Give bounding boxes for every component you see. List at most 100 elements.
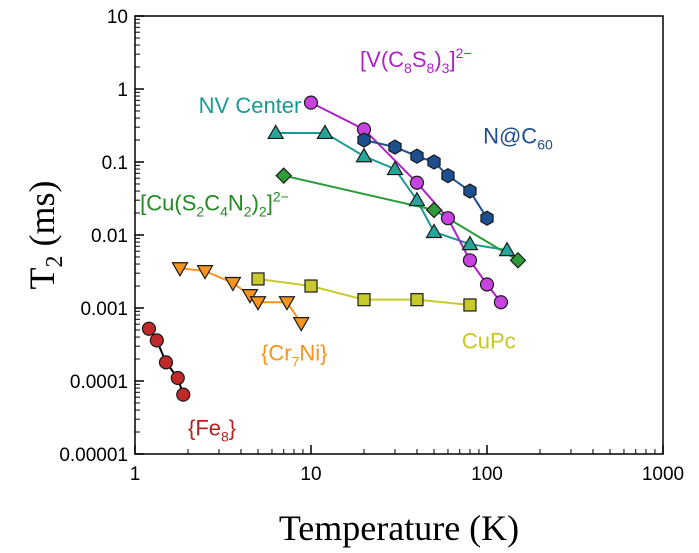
series-label-part: 2: [244, 204, 252, 220]
data-point: [303, 95, 319, 110]
y-tick-label: 1: [117, 80, 128, 101]
y-tick-label: 0.1: [102, 153, 128, 174]
data-point: [463, 183, 477, 199]
data-point: [158, 355, 174, 370]
data-point: [355, 147, 373, 163]
series-label-part: Ni}: [299, 341, 327, 366]
data-point: [408, 191, 426, 207]
x-tick-label: 10: [300, 464, 321, 485]
data-point: [304, 279, 318, 293]
data-point: [509, 251, 527, 269]
y-tick-label: 0.00001: [59, 445, 128, 466]
data-point: [410, 293, 424, 307]
data-point: [278, 296, 296, 311]
data-point: [425, 201, 443, 219]
y-tick-label: 0.0001: [70, 372, 128, 393]
series-line: [179, 267, 303, 324]
data-point: [251, 272, 265, 286]
data-point: [224, 276, 242, 292]
series-label-part: 2−: [456, 45, 472, 61]
axis-tick-labels: 1 10 100 1000 0.00001 0.0001 0.001 0.01 0.1 1 10: [59, 7, 684, 485]
series-label-part: N: [228, 191, 244, 216]
series-label-part: ]: [267, 191, 273, 216]
x-tick-label: 1: [130, 464, 141, 485]
series-label-part: 8: [427, 60, 435, 76]
series-label: [V(C8S8)3]2−: [360, 45, 472, 76]
data-point: [409, 175, 425, 190]
series-label-part: {Fe: [188, 415, 221, 440]
series-label-part: 2: [259, 204, 267, 220]
y-axis-title: T2 (ms): [22, 181, 68, 290]
data-point: [440, 211, 456, 226]
data-point: [479, 277, 495, 292]
series-label-part: 4: [220, 204, 228, 220]
series-label-part: S: [412, 47, 427, 72]
data-point: [427, 154, 441, 170]
data-point: [441, 167, 455, 184]
series-label-part: 7: [292, 354, 300, 370]
plot-frame: [134, 15, 664, 455]
series-label-part: {Cr: [261, 341, 292, 366]
series-label-part: 60: [537, 136, 553, 152]
data-point: [462, 253, 478, 268]
x-axis-title: Temperature (K): [279, 508, 519, 548]
data-point: [386, 160, 404, 176]
series-label-part: C: [204, 191, 220, 216]
x-tick-label: 1000: [642, 464, 684, 485]
data-point: [196, 265, 214, 280]
series-label-part: CuPc: [462, 328, 516, 353]
data-point: [425, 223, 443, 239]
series-label: {Fe8}: [188, 415, 236, 444]
x-tick-label: 100: [471, 464, 503, 485]
y-axis-title-main: T: [22, 268, 62, 290]
series-label-part: N@C: [483, 123, 537, 148]
series-label-part: NV Center: [199, 93, 302, 118]
data-point: [410, 148, 424, 164]
data-point: [249, 296, 267, 311]
series-label-part: }: [229, 415, 236, 440]
data-point: [267, 124, 285, 140]
data-point: [292, 317, 310, 332]
data-point: [149, 333, 164, 348]
series-label: N@C60: [483, 123, 553, 152]
y-axis-title-rest: (ms): [22, 181, 62, 256]
series-label-part: ]: [449, 47, 455, 72]
data-point: [357, 293, 371, 307]
y-tick-label: 0.001: [80, 299, 128, 320]
series-label: CuPc: [462, 328, 516, 353]
series-label-part: [Cu(S: [140, 191, 196, 216]
series-label-part: ): [434, 47, 441, 72]
data-point: [176, 387, 191, 402]
series-label-part: 2−: [273, 189, 289, 205]
series-label: [Cu(S2C4N2)2]2−: [140, 189, 289, 220]
series-label-part: 2: [196, 204, 204, 220]
series-label-part: ): [252, 191, 259, 216]
data-point: [388, 139, 402, 155]
data-point: [480, 210, 494, 226]
series-line: [310, 101, 502, 303]
data-point: [170, 370, 185, 386]
y-axis-title-sub: 2: [42, 256, 68, 268]
y-tick-label: 10: [107, 7, 128, 28]
series-label-part: 3: [442, 60, 450, 76]
data-point: [461, 235, 479, 251]
series-label-part: [V(C: [360, 47, 404, 72]
data-point: [171, 262, 189, 277]
series-label-part: 8: [221, 428, 229, 444]
series-label: NV Center: [199, 93, 302, 118]
y-tick-label: 0.01: [91, 226, 128, 247]
data-point: [275, 167, 293, 185]
data-point: [141, 321, 157, 336]
data-point: [493, 295, 509, 310]
series-line: [363, 139, 488, 219]
data-point: [316, 124, 334, 140]
data-point: [357, 132, 371, 148]
series-label: {Cr7Ni}: [261, 341, 327, 370]
series-label-part: 8: [404, 60, 412, 76]
series-markers: [141, 95, 527, 402]
axis-ticks: [134, 15, 664, 455]
data-point: [463, 298, 477, 312]
data-point: [498, 241, 516, 257]
